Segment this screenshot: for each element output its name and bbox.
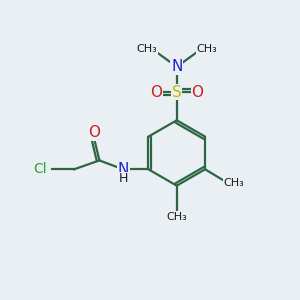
Text: S: S bbox=[172, 85, 182, 100]
Text: H: H bbox=[118, 172, 128, 185]
Text: CH₃: CH₃ bbox=[196, 44, 217, 54]
Text: N: N bbox=[118, 162, 129, 177]
Text: O: O bbox=[192, 85, 204, 100]
Text: CH₃: CH₃ bbox=[224, 178, 244, 188]
Text: Cl: Cl bbox=[33, 162, 46, 176]
Text: O: O bbox=[88, 125, 100, 140]
Text: N: N bbox=[171, 59, 182, 74]
Text: O: O bbox=[150, 85, 162, 100]
Text: CH₃: CH₃ bbox=[137, 44, 158, 54]
Text: CH₃: CH₃ bbox=[167, 212, 187, 222]
